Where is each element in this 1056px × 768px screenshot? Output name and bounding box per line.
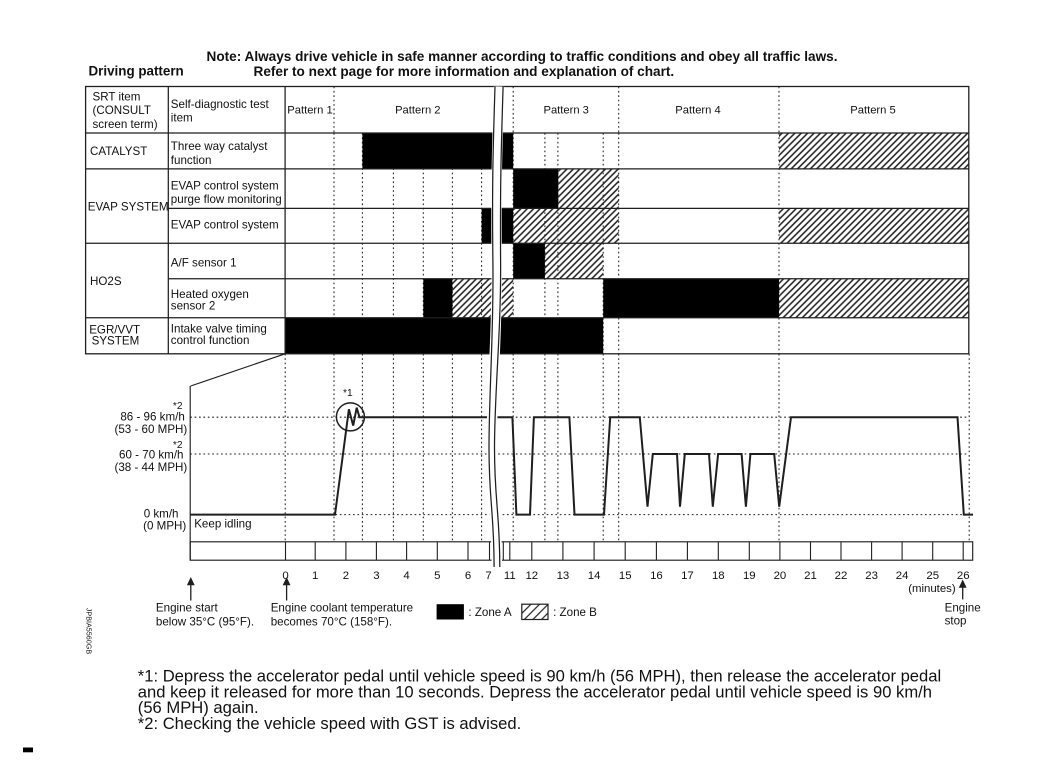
svg-text:: Zone B: : Zone B bbox=[553, 606, 597, 619]
svg-text:14: 14 bbox=[588, 570, 601, 582]
svg-text:*2: *2 bbox=[173, 440, 183, 451]
svg-text:11: 11 bbox=[504, 570, 516, 582]
svg-text:: Zone A: : Zone A bbox=[468, 606, 511, 619]
svg-text:60 - 70 km/h: 60 - 70 km/h bbox=[119, 448, 183, 461]
svg-text:SRT item: SRT item bbox=[93, 91, 141, 104]
svg-text:25: 25 bbox=[926, 570, 939, 582]
svg-text:21: 21 bbox=[804, 570, 817, 582]
svg-text:Note: Always drive vehicle in: Note: Always drive vehicle in safe manne… bbox=[207, 49, 838, 64]
svg-text:(38 - 44 MPH): (38 - 44 MPH) bbox=[114, 461, 187, 474]
svg-text:becomes 70°C (158°F).: becomes 70°C (158°F). bbox=[271, 616, 392, 629]
svg-text:22: 22 bbox=[835, 570, 848, 582]
svg-text:5: 5 bbox=[434, 570, 440, 582]
svg-text:Refer to next page for more in: Refer to next page for more information … bbox=[254, 64, 675, 79]
svg-text:function: function bbox=[171, 154, 212, 167]
svg-text:sensor 2: sensor 2 bbox=[171, 299, 215, 312]
svg-text:JPBIA5560GB: JPBIA5560GB bbox=[85, 608, 94, 655]
svg-text:A/F sensor 1: A/F sensor 1 bbox=[171, 256, 237, 269]
svg-text:control function: control function bbox=[171, 334, 250, 347]
svg-text:(minutes): (minutes) bbox=[908, 583, 956, 595]
svg-text:17: 17 bbox=[681, 570, 694, 582]
svg-text:purge flow monitoring: purge flow monitoring bbox=[171, 193, 282, 206]
svg-text:Pattern 5: Pattern 5 bbox=[850, 105, 895, 117]
svg-text:EVAP control system: EVAP control system bbox=[171, 179, 279, 192]
svg-text:(53 - 60 MPH): (53 - 60 MPH) bbox=[114, 423, 187, 436]
svg-text:*2: Checking the vehicle speed: *2: Checking the vehicle speed with GST … bbox=[138, 714, 521, 733]
svg-text:18: 18 bbox=[712, 570, 725, 582]
svg-text:Pattern 4: Pattern 4 bbox=[675, 105, 720, 117]
svg-text:screen term): screen term) bbox=[93, 118, 158, 131]
svg-text:0: 0 bbox=[282, 570, 288, 582]
svg-text:23: 23 bbox=[865, 570, 878, 582]
svg-text:26: 26 bbox=[957, 570, 970, 582]
svg-text:6: 6 bbox=[465, 570, 471, 582]
svg-text:item: item bbox=[171, 112, 193, 125]
svg-text:below 35°C (95°F).: below 35°C (95°F). bbox=[156, 616, 254, 629]
svg-text:2: 2 bbox=[343, 570, 349, 582]
svg-text:Heated oxygen: Heated oxygen bbox=[171, 288, 249, 301]
svg-text:Pattern 2: Pattern 2 bbox=[395, 105, 440, 117]
svg-text:Driving pattern: Driving pattern bbox=[89, 64, 184, 79]
svg-text:(CONSULT: (CONSULT bbox=[93, 104, 151, 117]
svg-text:Pattern 1: Pattern 1 bbox=[287, 105, 332, 117]
svg-text:*1: Depress the accelerator pe: *1: Depress the accelerator pedal until … bbox=[138, 667, 941, 686]
svg-text:Engine coolant temperature: Engine coolant temperature bbox=[271, 602, 413, 615]
svg-text:Three way catalyst: Three way catalyst bbox=[171, 140, 268, 153]
svg-text:Self-diagnostic test: Self-diagnostic test bbox=[171, 98, 270, 111]
svg-text:Intake valve timing: Intake valve timing bbox=[171, 323, 267, 336]
svg-text:(56 MPH) again.: (56 MPH) again. bbox=[138, 698, 259, 717]
svg-text:Pattern 3: Pattern 3 bbox=[543, 105, 588, 117]
svg-text:*2: *2 bbox=[173, 401, 183, 412]
svg-text:SYSTEM: SYSTEM bbox=[92, 335, 140, 348]
svg-text:0 km/h: 0 km/h bbox=[144, 508, 179, 521]
svg-text:Keep idling: Keep idling bbox=[194, 518, 251, 531]
svg-text:24: 24 bbox=[896, 570, 909, 582]
svg-text:1: 1 bbox=[312, 570, 318, 582]
svg-text:EVAP control system: EVAP control system bbox=[171, 219, 279, 232]
svg-text:86 - 96 km/h: 86 - 96 km/h bbox=[120, 411, 184, 424]
svg-text:20: 20 bbox=[774, 570, 787, 582]
svg-text:(0 MPH): (0 MPH) bbox=[143, 520, 186, 533]
svg-text:HO2S: HO2S bbox=[90, 275, 122, 288]
svg-text:7: 7 bbox=[485, 570, 491, 582]
svg-text:stop: stop bbox=[945, 615, 967, 628]
svg-text:3: 3 bbox=[373, 570, 379, 582]
svg-text:EVAP SYSTEM: EVAP SYSTEM bbox=[88, 201, 169, 214]
svg-text:*1: *1 bbox=[343, 388, 353, 399]
svg-text:Engine start: Engine start bbox=[156, 602, 219, 615]
svg-text:4: 4 bbox=[403, 570, 409, 582]
svg-text:Engine: Engine bbox=[945, 602, 981, 615]
svg-text:16: 16 bbox=[650, 570, 663, 582]
svg-text:12: 12 bbox=[525, 570, 538, 582]
svg-text:EGR/VVT: EGR/VVT bbox=[89, 323, 140, 336]
svg-text:19: 19 bbox=[743, 570, 756, 582]
svg-text:13: 13 bbox=[557, 570, 570, 582]
svg-text:and keep it released for more: and keep it released for more than 10 se… bbox=[138, 682, 932, 701]
svg-text:15: 15 bbox=[619, 570, 632, 582]
svg-text:CATALYST: CATALYST bbox=[90, 145, 147, 158]
